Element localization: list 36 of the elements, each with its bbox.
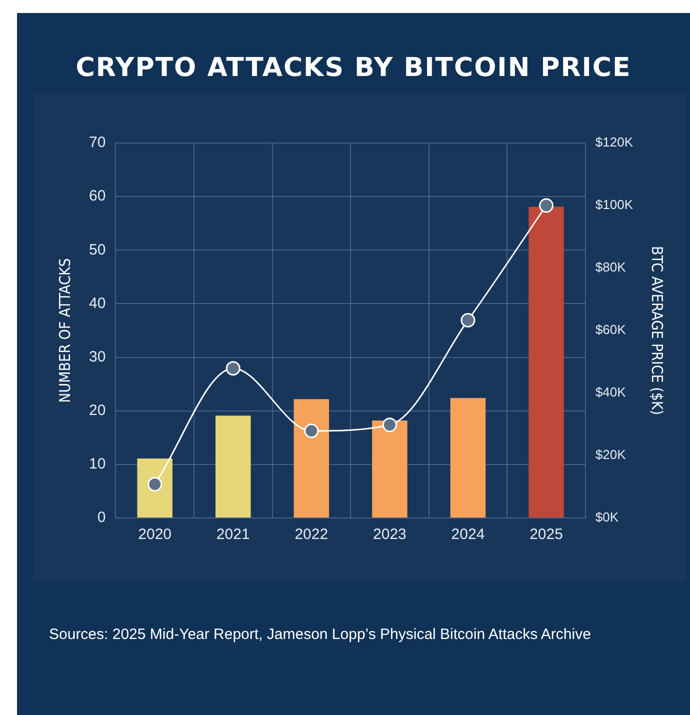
y2-tick-label: $20K bbox=[595, 447, 626, 462]
source-note: Sources: 2025 Mid-Year Report, Jameson Lopp’s Physical Bitcoin Attacks Archive bbox=[49, 625, 592, 645]
bar bbox=[294, 399, 330, 518]
point bbox=[304, 424, 319, 438]
bar bbox=[137, 458, 172, 518]
y-tick-label: 30 bbox=[88, 348, 106, 366]
bar bbox=[528, 206, 564, 518]
bar bbox=[372, 420, 408, 518]
y2-tick-label: $120K bbox=[595, 134, 634, 150]
y2-tick-label: $0K bbox=[595, 510, 619, 525]
y-tick-label: 10 bbox=[88, 456, 106, 473]
y-tick-label: 60 bbox=[88, 188, 106, 205]
point bbox=[460, 312, 476, 328]
y-tick-label: 20 bbox=[88, 402, 106, 419]
y2-axis-title: BTC AVERAGE PRICE ($K) bbox=[648, 246, 666, 416]
bar bbox=[450, 398, 486, 518]
x-tick-label: 2020 bbox=[138, 526, 172, 544]
point bbox=[226, 361, 240, 376]
y2-tick-label: $80K bbox=[595, 260, 626, 275]
y2-tick-label: $60K bbox=[595, 322, 626, 338]
y-tick-label: 40 bbox=[88, 294, 106, 312]
x-tick-label: 2025 bbox=[530, 526, 563, 544]
x-tick-label: 2022 bbox=[294, 526, 328, 544]
y-tick-label: 50 bbox=[88, 241, 106, 258]
point bbox=[539, 198, 554, 213]
point bbox=[382, 418, 397, 432]
x-tick-label: 2021 bbox=[216, 526, 250, 544]
bar bbox=[216, 416, 251, 518]
x-tick-label: 2024 bbox=[451, 526, 485, 544]
y-tick-label: 0 bbox=[97, 509, 106, 526]
x-tick-label: 2023 bbox=[373, 526, 406, 544]
y-tick-label: 70 bbox=[88, 134, 106, 152]
y2-tick-label: $100K bbox=[595, 197, 634, 212]
chart-title: CRYPTO ATTACKS BY BITCOIN PRICE bbox=[74, 53, 632, 83]
y-axis-title: NUMBER OF ATTACKS bbox=[56, 258, 74, 403]
y2-tick-label: $40K bbox=[595, 384, 626, 400]
